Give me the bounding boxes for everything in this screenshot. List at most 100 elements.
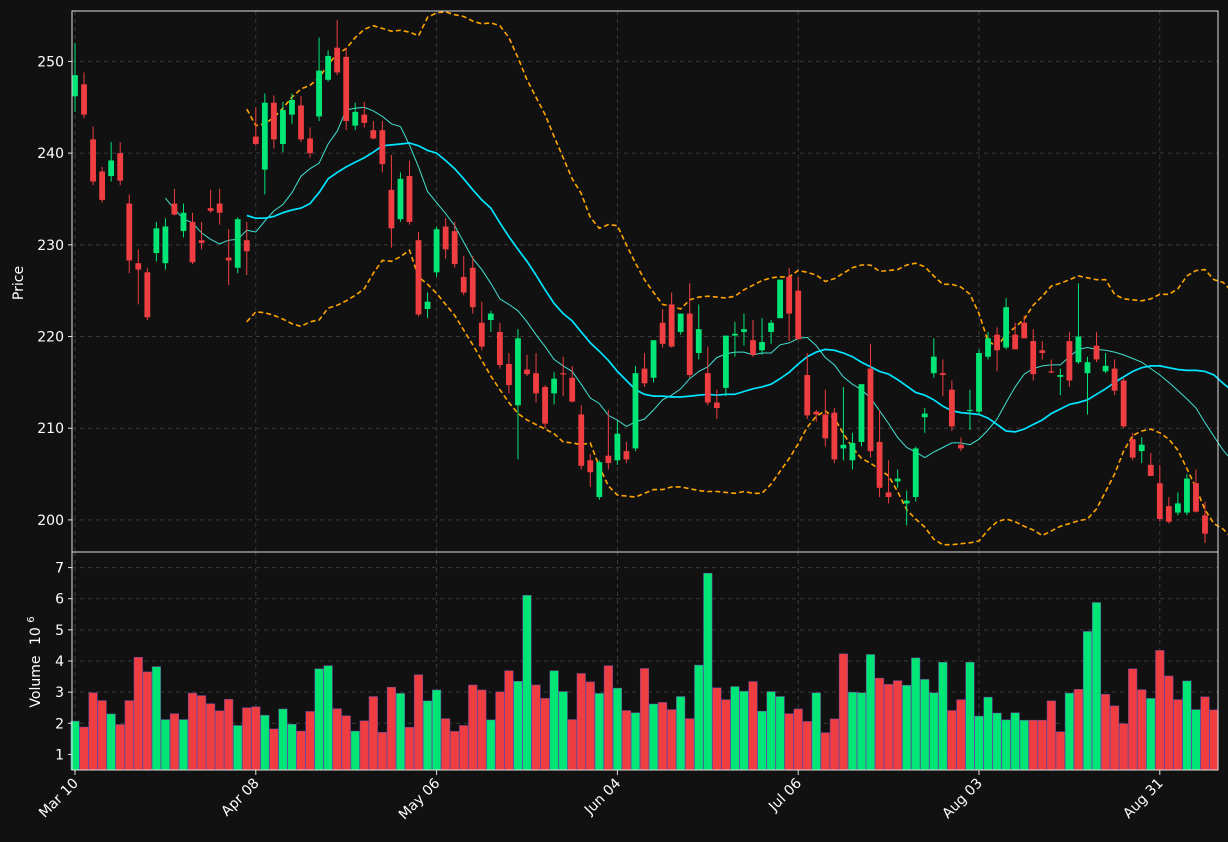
volume-bar — [956, 699, 966, 771]
volume-bar — [1010, 712, 1020, 771]
bollinger-lower-line — [246, 249, 1228, 546]
candle-body — [352, 111, 359, 126]
volume-bar — [676, 696, 686, 771]
volume-bar — [341, 715, 351, 771]
volume-bar — [802, 721, 812, 771]
volume-bar — [386, 686, 396, 771]
candle-body — [424, 301, 431, 310]
volume-bar — [377, 732, 387, 771]
volume-bar — [856, 692, 867, 771]
volume-axis-multiplier: 10 — [28, 627, 44, 645]
candle-body — [795, 290, 802, 340]
candle-body — [1093, 345, 1100, 360]
candle-body — [1075, 336, 1082, 363]
volume-bar — [612, 687, 622, 771]
candle-body — [551, 378, 558, 394]
candle-body — [939, 373, 946, 376]
candle-body — [487, 313, 494, 321]
candle-body — [596, 462, 603, 497]
candle-body — [361, 114, 368, 123]
volume-axis-exponent: 6 — [26, 616, 37, 622]
volume-bar — [1037, 719, 1047, 771]
volume-bar — [757, 710, 767, 771]
candle-body — [406, 176, 413, 222]
candle-body — [786, 276, 793, 314]
volume-bar — [97, 700, 107, 771]
volume-bar — [305, 711, 315, 771]
price-y-ticks: 200 210 220 230 240 250 — [37, 54, 72, 529]
volume-bar — [1082, 631, 1093, 771]
candle-body — [171, 203, 178, 215]
candle-body — [930, 356, 937, 374]
volume-bar — [423, 700, 433, 771]
volume-bar — [359, 720, 369, 771]
candle-body — [72, 75, 78, 97]
volume-bar — [1200, 696, 1210, 771]
volume-bar — [820, 732, 830, 771]
candle-body — [261, 102, 268, 170]
volume-bar — [142, 671, 152, 771]
candle-body — [1193, 483, 1199, 512]
volume-bar — [459, 725, 469, 771]
volume-bar — [576, 673, 586, 771]
volume-bar — [884, 684, 894, 771]
bollinger-bands — [246, 11, 1228, 546]
volume-y-tick-label: 4 — [55, 654, 64, 670]
volume-bar — [694, 664, 704, 771]
candle-body — [1012, 334, 1019, 350]
volume-bar — [1001, 719, 1011, 771]
candle-body — [1120, 380, 1127, 427]
candle-body — [144, 272, 151, 318]
price-panel: 200 210 220 230 240 250 Price — [11, 11, 1228, 552]
volume-bar — [206, 703, 216, 771]
volume-bar — [1128, 668, 1138, 771]
candle-body — [1184, 478, 1190, 513]
candle-body — [81, 84, 87, 115]
volume-bar — [224, 699, 234, 771]
candle-body — [1021, 322, 1028, 339]
volume-bar — [133, 657, 143, 771]
volume-bar — [1164, 675, 1174, 771]
volume-bar — [1209, 709, 1219, 771]
candle-body — [912, 448, 919, 497]
candle-body — [578, 414, 585, 466]
candle-body — [252, 136, 259, 144]
candle-body — [958, 444, 964, 449]
volume-bar — [1191, 709, 1201, 771]
volume-bar — [1091, 602, 1102, 771]
volume-y-tick-label: 1 — [55, 747, 64, 763]
candle-body — [316, 70, 322, 117]
candle-body — [1084, 362, 1091, 374]
candle-body — [289, 99, 295, 115]
volume-bar — [287, 723, 297, 771]
volume-bar — [350, 730, 360, 771]
volume-bar — [278, 708, 288, 771]
volume-bar — [151, 666, 161, 771]
candle-body — [1202, 515, 1208, 534]
candle-body — [1129, 439, 1136, 458]
candle-body — [985, 338, 991, 357]
price-y-tick-label: 230 — [37, 238, 64, 254]
volume-bar — [88, 692, 98, 771]
volume-bar — [106, 713, 116, 771]
volume-bar — [920, 679, 930, 771]
candle-body — [768, 322, 774, 332]
candle-body — [1102, 365, 1109, 372]
price-axis-title: Price — [11, 266, 27, 300]
volume-y-tick-label: 3 — [55, 685, 64, 701]
candle-body — [894, 478, 901, 482]
candle-body — [334, 47, 341, 73]
volume-bar — [784, 713, 794, 771]
volume-bar — [829, 718, 839, 771]
volume-bar — [893, 680, 903, 771]
volume-bar — [992, 712, 1002, 771]
candle-body — [867, 368, 874, 452]
volume-bar — [124, 700, 134, 771]
candle-body — [1165, 506, 1172, 522]
candle-body — [117, 153, 124, 181]
candle-body — [1147, 464, 1154, 476]
candle-body — [677, 313, 684, 332]
candle-body — [849, 442, 856, 461]
candle-body — [433, 229, 440, 273]
